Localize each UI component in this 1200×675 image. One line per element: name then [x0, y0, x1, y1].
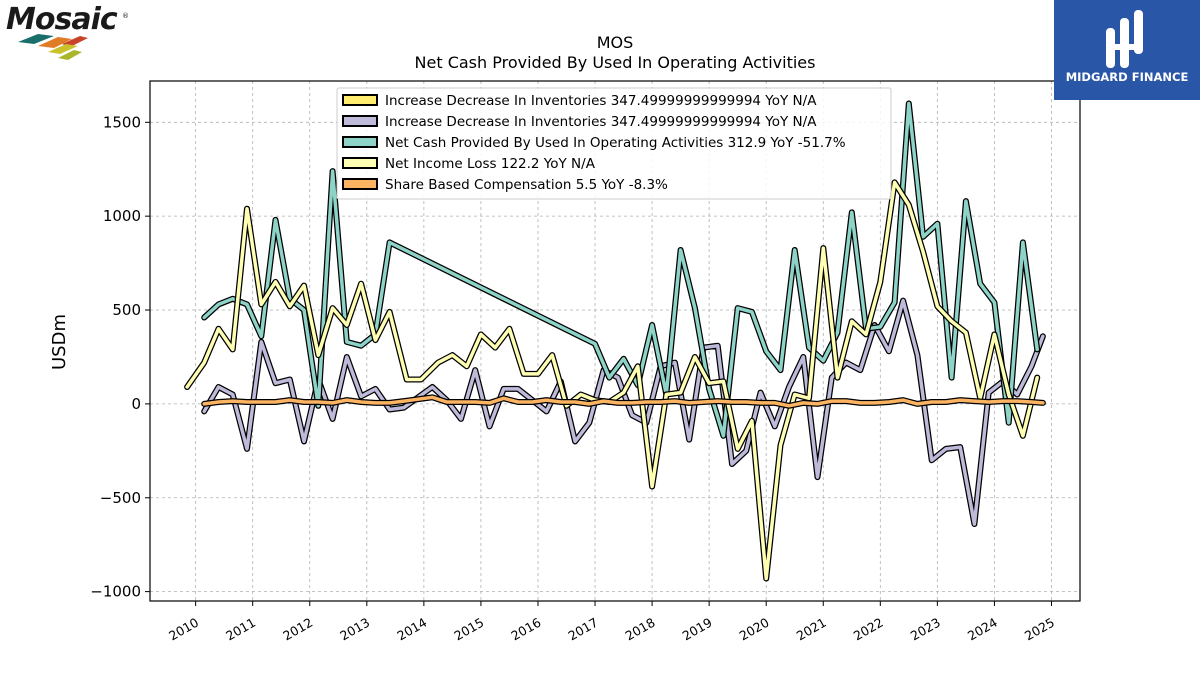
y-tick-label: −1000 — [90, 583, 141, 601]
mosaic-tiles-icon — [18, 34, 88, 60]
x-tick-label: 2021 — [794, 615, 829, 644]
legend-box — [336, 87, 892, 200]
legend-swatch — [342, 115, 378, 127]
y-tick-label: 1000 — [103, 207, 141, 225]
legend-swatch — [342, 136, 378, 148]
registered-mark: ® — [122, 12, 129, 20]
y-tick-label: 1500 — [103, 113, 141, 131]
x-tick-label: 2020 — [737, 615, 772, 644]
series-line-increase-decrease-in-inventories — [202, 298, 1045, 526]
x-tick-label: 2017 — [565, 615, 600, 644]
series-line-net-cash-provided-by-used-in-operating-activities — [202, 101, 1039, 438]
legend: Increase Decrease In Inventories 347.499… — [336, 87, 892, 200]
legend-entry: Increase Decrease In Inventories 347.499… — [385, 114, 817, 130]
x-tick-label: 2018 — [623, 615, 658, 644]
plot-frame — [149, 80, 1081, 602]
mosaic-logo: Mosaic ® — [4, 2, 134, 62]
x-tick-label: 2011 — [223, 615, 258, 644]
legend-swatch — [342, 157, 378, 169]
legend-swatch — [342, 178, 378, 190]
midgard-emblem-icon — [1106, 10, 1143, 68]
legend-items: Increase Decrease In Inventories 347.499… — [342, 93, 846, 193]
legend-entry: Share Based Compensation 5.5 YoY -8.3% — [385, 177, 668, 193]
legend-entry: Increase Decrease In Inventories 347.499… — [385, 93, 817, 109]
x-tick-label: 2013 — [337, 615, 372, 644]
legend-entry: Net Income Loss 122.2 YoY N/A — [385, 156, 596, 172]
x-tick-label: 2010 — [166, 615, 201, 644]
series-lines — [184, 100, 1046, 582]
midgard-finance-logo: MIDGARD FINANCE — [1054, 0, 1200, 100]
x-tick-label: 2023 — [908, 615, 943, 644]
x-tick-label: 2022 — [851, 615, 886, 644]
y-axis-label: USDm — [49, 314, 70, 370]
legend-entry: Net Cash Provided By Used In Operating A… — [385, 135, 846, 151]
mosaic-logo-text: Mosaic — [6, 2, 118, 37]
x-tick-label: 2019 — [680, 615, 715, 644]
series-line-net-income-loss — [185, 180, 1039, 581]
x-tick-label: 2014 — [394, 615, 429, 644]
series-line-share-based-compensation — [202, 395, 1045, 408]
x-tick-label: 2015 — [451, 615, 486, 644]
legend-swatch — [342, 94, 378, 106]
midgard-finance-text: MIDGARD FINANCE — [1065, 70, 1189, 84]
chart-subtitle: Net Cash Provided By Used In Operating A… — [415, 53, 816, 72]
x-tick-label: 2016 — [508, 615, 543, 644]
x-tick-label: 2012 — [280, 615, 315, 644]
y-tick-label: 0 — [131, 395, 141, 413]
x-tick-label: 2024 — [965, 615, 1000, 644]
y-tick-label: 500 — [112, 301, 141, 319]
y-tick-label: −500 — [100, 489, 141, 507]
chart-title: MOS — [597, 33, 634, 52]
x-tick-label: 2025 — [1022, 615, 1057, 644]
